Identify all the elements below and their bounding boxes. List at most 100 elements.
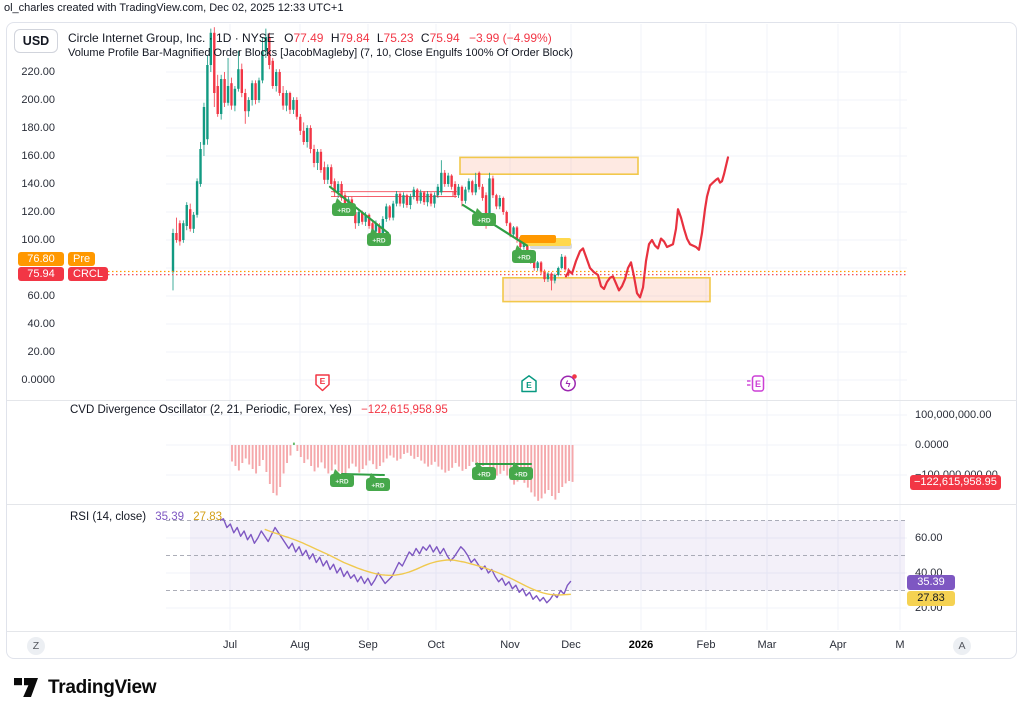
price-axis-tick: 60.00 — [27, 289, 55, 302]
svg-text:+RD: +RD — [371, 483, 384, 490]
svg-text:+RD: +RD — [514, 472, 527, 479]
open-label: O — [284, 31, 294, 45]
earnings-icon-teal[interactable]: E — [520, 374, 538, 394]
pre-price-row: 76.80 Pre — [18, 252, 96, 266]
cvd-histogram[interactable] — [231, 442, 574, 501]
cvd-axis-tick: 0.0000 — [915, 438, 949, 451]
time-axis-tick: Oct — [427, 639, 445, 651]
symbol-tag: CRCL — [68, 266, 108, 281]
attribution-text: ol_charles created with TradingView.com,… — [4, 2, 344, 14]
high-value: 79.84 — [339, 31, 370, 45]
rsi-value: 35.39 — [155, 511, 185, 523]
e-lines-event-icon[interactable]: E — [746, 374, 766, 394]
time-axis-tick: Aug — [290, 639, 310, 651]
panel-separators — [7, 400, 1017, 632]
time-axis-tick: Nov — [500, 639, 520, 651]
alert-dot — [572, 374, 577, 379]
cvd-axis-tick: 100,000,000.00 — [915, 408, 992, 421]
symbol-title-row: Circle Internet Group, Inc. · 1D · NYSE … — [68, 31, 552, 45]
price-axis-tick: 200.00 — [21, 93, 55, 106]
svg-text:+RD: +RD — [335, 479, 348, 486]
svg-text:+RD: +RD — [337, 208, 350, 215]
indicator-title: Volume Profile Bar-Magnified Order Block… — [68, 47, 574, 59]
timezone-button[interactable]: Z — [27, 637, 45, 655]
tradingview-wordmark: TradingView — [48, 676, 157, 698]
pre-price-badge: 76.80 — [18, 252, 64, 266]
rd-label — [367, 233, 391, 246]
order-block — [459, 156, 639, 175]
svg-text:+RD: +RD — [477, 218, 490, 225]
time-axis-tick: Jul — [222, 639, 238, 651]
price-axis-tick: 220.00 — [21, 65, 55, 78]
svg-text:+RD: +RD — [477, 472, 490, 479]
rsi-ma-value: 27.83 — [193, 511, 223, 523]
close-value: 75.94 — [429, 31, 460, 45]
pre-tag: Pre — [68, 252, 96, 266]
shield-red-outline — [315, 374, 330, 392]
magnified-order-blocks — [520, 235, 572, 249]
price-axis-tick: 0.0000 — [21, 373, 55, 386]
rd-label — [332, 203, 356, 216]
energy-circle — [560, 375, 576, 392]
cvd-title: CVD Divergence Oscillator (2, 21, Period… — [70, 404, 352, 416]
time-axis-tick: 2026 — [628, 639, 654, 651]
divergence-trendlines: +RD +RD +RD +RD — [328, 185, 536, 263]
price-axis-tick: 20.00 — [27, 345, 55, 358]
svg-text:+RD: +RD — [517, 255, 530, 262]
rsi-axis-tick: 60.00 — [915, 531, 943, 544]
open-value: 77.49 — [293, 31, 324, 45]
house-teal-outline — [521, 375, 537, 393]
currency-badge[interactable]: USD — [14, 29, 58, 53]
rd-label — [509, 467, 533, 480]
price-axis-tick: 120.00 — [21, 205, 55, 218]
price-axis-tick: 140.00 — [21, 177, 55, 190]
rd-label — [472, 213, 496, 226]
e-glyph: E — [755, 379, 761, 389]
svg-text:+RD: +RD — [372, 238, 385, 245]
time-axis-tick: Sep — [358, 639, 378, 651]
chart-grid — [166, 24, 907, 630]
close-label: C — [420, 31, 430, 45]
rsi-panel[interactable] — [166, 518, 905, 604]
earnings-icon-red[interactable]: E — [314, 373, 332, 393]
cvd-value-badge: −122,615,958.95 — [910, 475, 1001, 490]
order-block — [502, 276, 711, 303]
time-axis-tick: M — [895, 639, 905, 651]
cvd-title-row: CVD Divergence Oscillator (2, 21, Period… — [70, 404, 448, 416]
symbol-title: Circle Internet Group, Inc. · 1D · NYSE — [68, 31, 275, 45]
change-value: −3.99 (−4.99%) — [468, 31, 552, 45]
time-axis-tick: Apr — [829, 639, 847, 651]
order-blocks — [459, 156, 711, 303]
rsi-title-row: RSI (14, close) 35.39 27.83 — [70, 511, 222, 523]
last-price-badge: 75.94 — [18, 266, 64, 281]
time-axis-tick: Feb — [696, 639, 716, 651]
rsi-title: RSI (14, close) — [70, 511, 147, 523]
cvd-trendlines: +RD +RD +RD +RD — [330, 462, 533, 491]
e-box — [751, 375, 765, 392]
low-value: 75.23 — [383, 31, 414, 45]
time-axis-tick: Mar — [757, 639, 777, 651]
cvd-value: −122,615,958.95 — [361, 404, 448, 416]
rsi-ma-badge: 27.83 — [907, 591, 955, 606]
rsi-line — [219, 518, 572, 604]
indicator-title-row: Volume Profile Bar-Magnified Order Block… — [68, 47, 573, 59]
projection-line[interactable] — [564, 156, 730, 299]
last-price-row: 75.94 CRCL — [18, 266, 108, 281]
rd-label — [512, 250, 536, 263]
price-axis-tick: 160.00 — [21, 149, 55, 162]
tradingview-mark-icon — [14, 678, 38, 697]
high-label: H — [330, 31, 340, 45]
auto-scale-button[interactable]: A — [953, 637, 971, 655]
rsi-ma-line — [264, 528, 571, 596]
low-label: L — [376, 31, 384, 45]
rd-label — [366, 478, 390, 491]
price-axis-tick: 40.00 — [27, 317, 55, 330]
energy-event-icon[interactable]: ϟ — [559, 373, 579, 393]
rd-label — [472, 467, 496, 480]
tradingview-logo: TradingView — [14, 676, 157, 699]
price-axis-tick: 100.00 — [21, 233, 55, 246]
rd-label — [330, 474, 354, 487]
lightning-icon: ϟ — [565, 379, 570, 390]
time-axis-tick: Dec — [561, 639, 581, 651]
